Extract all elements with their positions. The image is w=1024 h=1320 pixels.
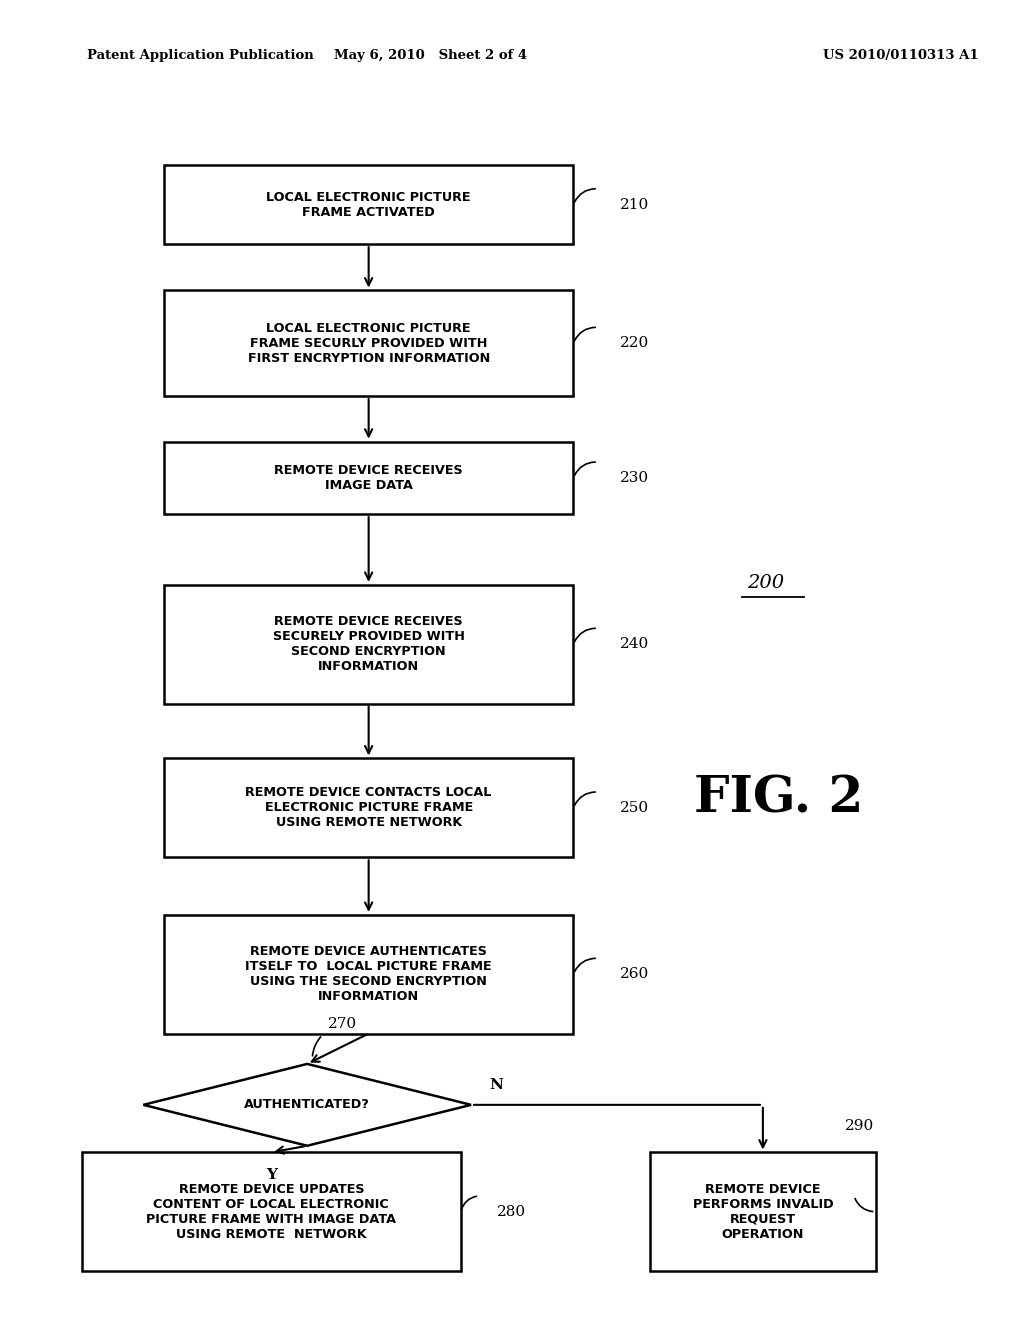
Text: FIG. 2: FIG. 2 bbox=[693, 774, 863, 824]
Text: 250: 250 bbox=[620, 801, 648, 814]
Bar bbox=[164, 441, 573, 513]
Text: 260: 260 bbox=[620, 968, 649, 981]
Text: 290: 290 bbox=[845, 1119, 874, 1133]
Text: Y: Y bbox=[266, 1168, 276, 1181]
Text: Patent Application Publication: Patent Application Publication bbox=[87, 49, 313, 62]
Text: May 6, 2010   Sheet 2 of 4: May 6, 2010 Sheet 2 of 4 bbox=[334, 49, 526, 62]
Text: LOCAL ELECTRONIC PICTURE
FRAME SECURLY PROVIDED WITH
FIRST ENCRYPTION INFORMATIO: LOCAL ELECTRONIC PICTURE FRAME SECURLY P… bbox=[248, 322, 489, 364]
Bar bbox=[164, 915, 573, 1034]
Text: 240: 240 bbox=[620, 638, 649, 651]
Bar bbox=[164, 290, 573, 396]
Text: REMOTE DEVICE RECEIVES
SECURELY PROVIDED WITH
SECOND ENCRYPTION
INFORMATION: REMOTE DEVICE RECEIVES SECURELY PROVIDED… bbox=[272, 615, 465, 673]
Polygon shape bbox=[143, 1064, 471, 1146]
Text: REMOTE DEVICE RECEIVES
IMAGE DATA: REMOTE DEVICE RECEIVES IMAGE DATA bbox=[274, 463, 463, 492]
Bar bbox=[164, 165, 573, 244]
Text: 210: 210 bbox=[620, 198, 649, 211]
Bar bbox=[164, 758, 573, 858]
Bar bbox=[650, 1152, 876, 1271]
Text: US 2010/0110313 A1: US 2010/0110313 A1 bbox=[823, 49, 979, 62]
Text: REMOTE DEVICE AUTHENTICATES
ITSELF TO  LOCAL PICTURE FRAME
USING THE SECOND ENCR: REMOTE DEVICE AUTHENTICATES ITSELF TO LO… bbox=[246, 945, 492, 1003]
Bar bbox=[82, 1152, 461, 1271]
Bar bbox=[164, 585, 573, 704]
Text: AUTHENTICATED?: AUTHENTICATED? bbox=[245, 1098, 370, 1111]
Text: 200: 200 bbox=[748, 574, 784, 593]
Text: REMOTE DEVICE UPDATES
CONTENT OF LOCAL ELECTRONIC
PICTURE FRAME WITH IMAGE DATA
: REMOTE DEVICE UPDATES CONTENT OF LOCAL E… bbox=[146, 1183, 396, 1241]
Text: 220: 220 bbox=[620, 337, 649, 350]
Text: 230: 230 bbox=[620, 471, 648, 484]
Text: REMOTE DEVICE
PERFORMS INVALID
REQUEST
OPERATION: REMOTE DEVICE PERFORMS INVALID REQUEST O… bbox=[692, 1183, 834, 1241]
Text: LOCAL ELECTRONIC PICTURE
FRAME ACTIVATED: LOCAL ELECTRONIC PICTURE FRAME ACTIVATED bbox=[266, 190, 471, 219]
Text: 270: 270 bbox=[328, 1018, 356, 1031]
Text: N: N bbox=[489, 1078, 504, 1092]
Text: 280: 280 bbox=[497, 1205, 525, 1218]
Text: REMOTE DEVICE CONTACTS LOCAL
ELECTRONIC PICTURE FRAME
USING REMOTE NETWORK: REMOTE DEVICE CONTACTS LOCAL ELECTRONIC … bbox=[246, 787, 492, 829]
